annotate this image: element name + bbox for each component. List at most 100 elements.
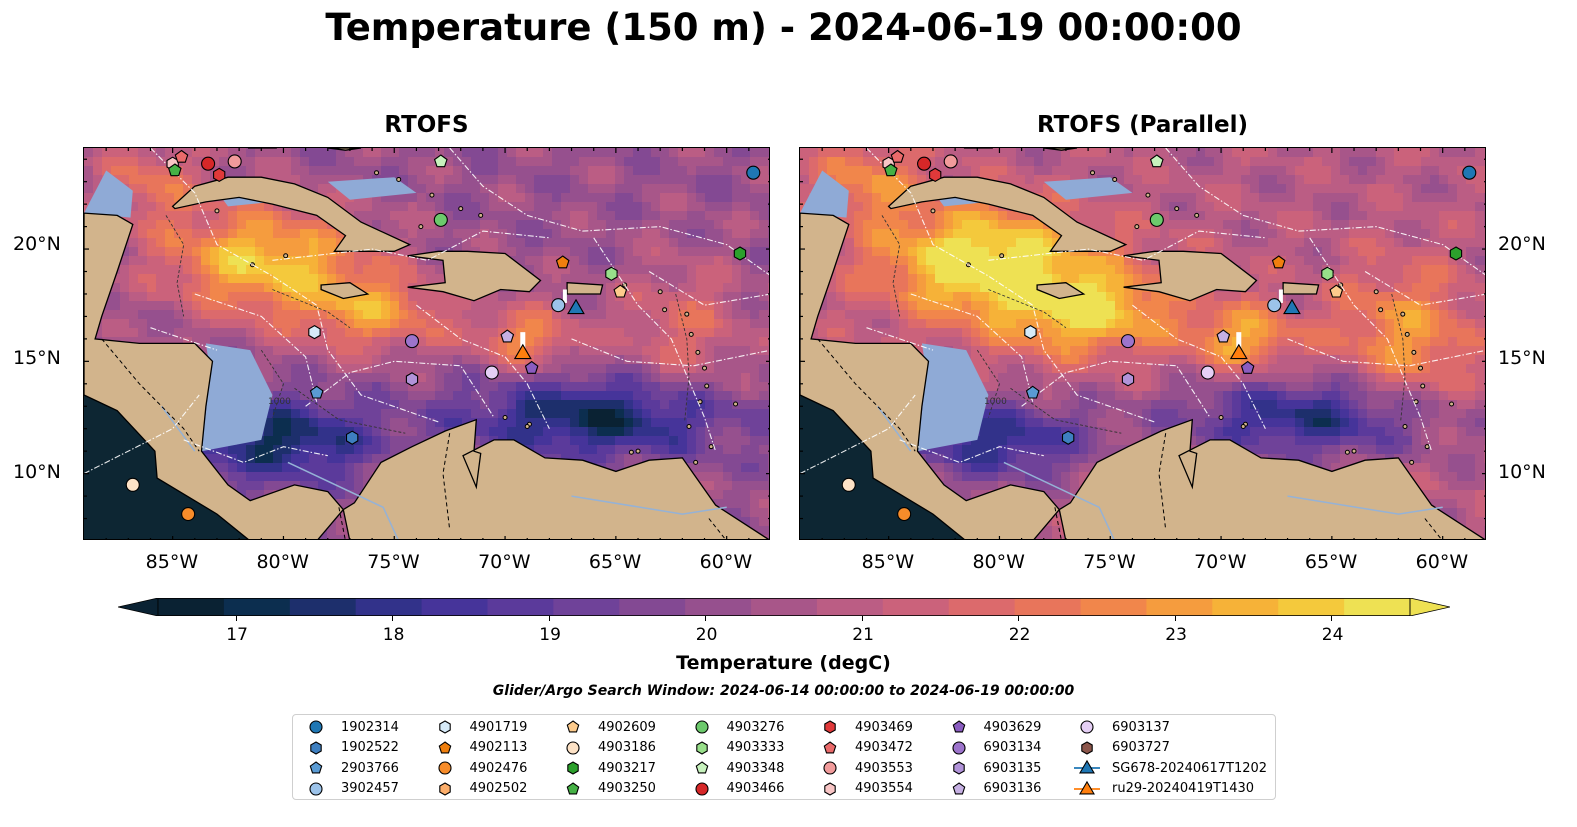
float-marker-4903186 (841, 477, 856, 492)
legend-label: 2903766 (341, 760, 399, 776)
legend-shape (824, 720, 836, 734)
legend-marker-circle (694, 720, 709, 734)
float-marker-4902113 (1271, 255, 1286, 269)
float-marker-4903186 (125, 477, 140, 492)
lon-label-rtofs-80: 80°W (256, 551, 309, 573)
legend-label: 1902522 (341, 740, 399, 755)
map-panel-rtofs: 1000 (83, 147, 770, 540)
legend-label: 4902113 (469, 740, 528, 755)
legend-shape (309, 761, 323, 774)
legend-triangle (1079, 759, 1095, 774)
legend-shape (438, 720, 451, 734)
island (1404, 331, 1410, 337)
legend-triangle (1079, 780, 1095, 794)
land-puerto-rico (1282, 282, 1320, 295)
legend-marker-hexagon (824, 781, 836, 796)
boundary-line-3 (416, 304, 550, 429)
island (657, 289, 663, 295)
river (287, 461, 399, 539)
colorbar-extend-high (1409, 598, 1450, 616)
legend-shape (952, 720, 965, 733)
float-marker-4903333 (605, 266, 618, 281)
legend-shape (952, 781, 965, 794)
lon-label-rtofs-85: 85°W (145, 551, 199, 573)
land-cuba (171, 176, 412, 252)
shelf-area-1 (327, 177, 417, 200)
boundary-line-0 (150, 148, 439, 423)
legend-marker-pentagon (438, 740, 451, 753)
legend-shape (438, 781, 451, 796)
colorbar-segment (223, 598, 291, 616)
country-border (1158, 433, 1167, 530)
legend-item-1902522: 1902522 (303, 738, 399, 758)
lat-label-10n-left: 10°N (13, 461, 61, 483)
colorbar-segment (751, 598, 818, 616)
float-marker-4903250 (168, 163, 182, 177)
colorbar-segment (816, 598, 884, 616)
float-marker-4903553 (943, 154, 958, 169)
island (1420, 383, 1426, 389)
island (704, 383, 710, 389)
glider-track (1278, 289, 1283, 303)
legend-label: 4901719 (469, 719, 528, 735)
legend-marker-hexagon (438, 720, 451, 734)
float-marker-4903629 (1240, 360, 1255, 374)
land-south-america (342, 418, 769, 539)
legend-label: 4903554 (855, 781, 913, 796)
island (418, 224, 424, 230)
legend-label: 4903348 (726, 760, 785, 776)
legend-label: 4903186 (598, 740, 656, 755)
legend-item-4903469: 4903469 (817, 717, 913, 737)
float-marker-2903766 (1025, 385, 1040, 399)
lat-label-15n-right: 15°N (1498, 347, 1546, 369)
island (999, 253, 1005, 259)
legend-item-4903472: 4903472 (817, 738, 913, 758)
legend-item-4902476: 4902476 (432, 758, 527, 778)
colorbar-title: Temperature (degC) (676, 652, 891, 674)
island (695, 349, 701, 355)
float-marker-4903553 (227, 154, 242, 169)
lat-label-15n-left: 15°N (13, 347, 61, 369)
legend-shape (1080, 720, 1094, 734)
land-central-america (84, 212, 345, 539)
colorbar-tick-17: 17 (226, 625, 248, 645)
legend-item-1902314: 1902314 (303, 717, 399, 737)
colorbar-tick-23: 23 (1165, 625, 1187, 645)
legend-label: 6903136 (983, 781, 1042, 796)
legend-item-4902113: 4902113 (432, 738, 528, 758)
legend-shape (566, 720, 580, 733)
float-marker-4903348 (1149, 154, 1164, 168)
island (1411, 349, 1417, 355)
island (1373, 289, 1379, 295)
colorbar-tickmark (235, 616, 237, 621)
legend-marker-circle (309, 720, 323, 734)
legend-marker-triangle (1074, 780, 1100, 794)
colorbar-tick-24: 24 (1321, 625, 1344, 645)
island (684, 311, 690, 317)
island (1449, 401, 1455, 407)
legend-label: 4903217 (598, 760, 656, 776)
shelf-area-0 (917, 343, 989, 452)
legend-marker-circle (823, 761, 837, 775)
shelf-area-0 (201, 343, 273, 452)
colorbar-segment (421, 598, 488, 616)
float-marker-4903333 (1321, 266, 1334, 281)
legend-shape (823, 740, 837, 753)
float-marker-1902314 (1462, 165, 1477, 180)
legend-shape (437, 761, 452, 775)
land-cuba (887, 176, 1128, 252)
legend-shape (694, 720, 709, 734)
country-border (1054, 507, 1062, 539)
legend-item-ru29-20240419T1430: ru29-20240419T1430 (1074, 779, 1254, 799)
boundary-line-1 (194, 293, 318, 402)
colorbar-segment (1344, 598, 1411, 616)
contour-label: 1000 (268, 397, 291, 407)
float-marker-4902476 (897, 507, 912, 522)
island (502, 414, 508, 420)
legend-marker-hexagon (952, 761, 965, 775)
land-hispaniola (407, 250, 542, 302)
island (1402, 423, 1408, 429)
float-marker-4903466 (917, 156, 932, 171)
country-border (708, 518, 726, 539)
boundary-line-0 (866, 148, 1155, 423)
